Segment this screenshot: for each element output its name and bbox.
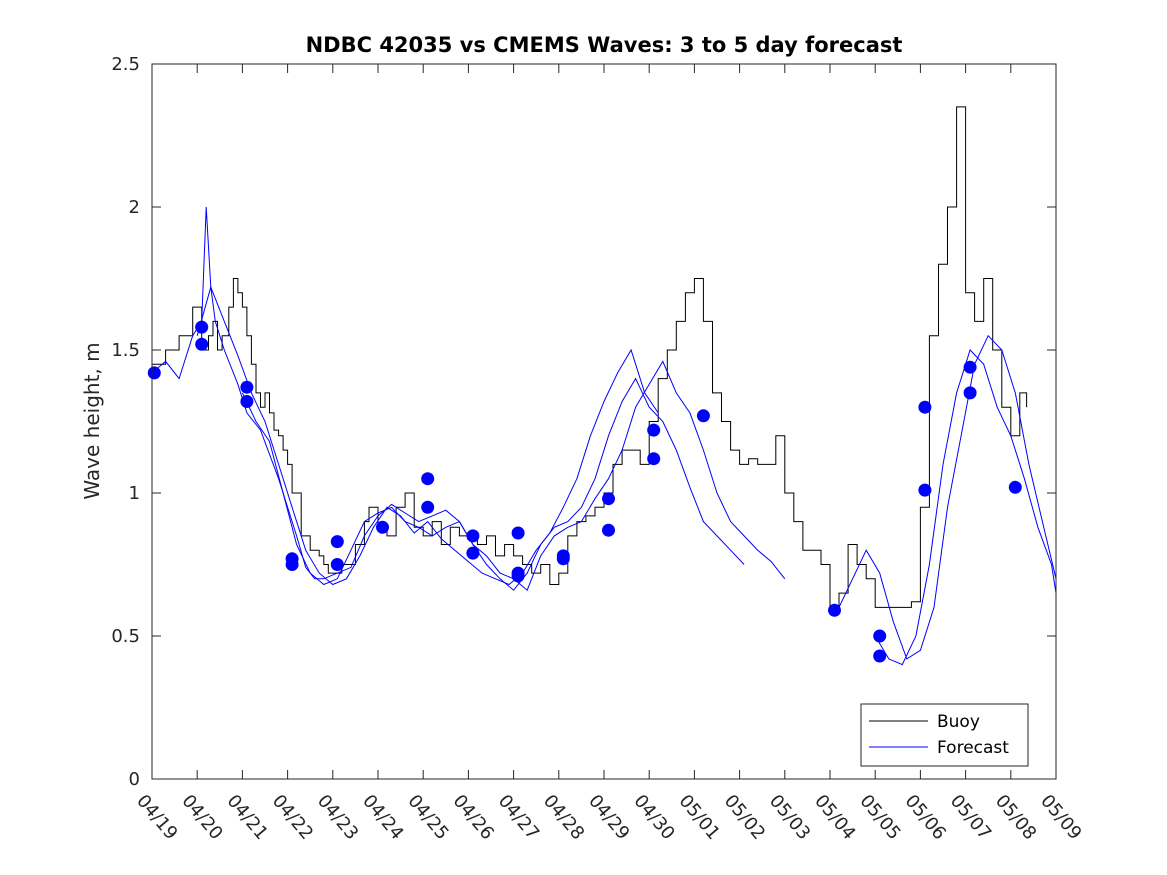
legend: Buoy Forecast [860, 703, 1029, 767]
forecast-series-line-1 [151, 206, 786, 592]
forecast-marker [873, 649, 887, 663]
forecast-marker [511, 569, 525, 583]
forecast-marker [421, 500, 435, 514]
forecast-marker [240, 380, 254, 394]
forecast-marker [647, 452, 661, 466]
forecast-marker [466, 529, 480, 543]
forecast-marker [330, 558, 344, 571]
forecast-marker [376, 520, 389, 534]
forecast-marker [195, 337, 209, 351]
forecast-series-line-2 [196, 285, 659, 586]
forecast-series-line-3 [241, 377, 745, 591]
y-tick-label: 2 [129, 197, 140, 218]
legend-buoy-label: Buoy [937, 712, 980, 732]
forecast-marker [556, 552, 570, 566]
forecast-marker [963, 386, 977, 400]
forecast-marker [421, 472, 435, 486]
y-tick-label: 0.5 [111, 626, 140, 647]
buoy-series-line [152, 106, 1028, 608]
y-tick-label: 2.5 [111, 54, 140, 75]
forecast-marker [873, 629, 887, 643]
forecast-marker [602, 523, 615, 537]
y-axis-label: Wave height, m [80, 342, 104, 499]
forecast-marker [511, 526, 525, 540]
forecast-marker [602, 492, 615, 506]
forecast-marker [696, 409, 710, 423]
y-tick-label: 1 [129, 483, 140, 504]
forecast-marker [195, 320, 209, 334]
forecast-marker [918, 400, 932, 414]
forecast-series-line-5 [874, 349, 1057, 666]
forecast-series-line-4 [838, 334, 1057, 660]
forecast-marker [1008, 480, 1022, 494]
forecast-marker [828, 603, 841, 617]
forecast-marker [466, 546, 480, 560]
legend-box [860, 703, 1029, 767]
forecast-marker [147, 366, 161, 380]
forecast-marker [285, 558, 299, 571]
forecast-marker [918, 483, 932, 497]
forecast-marker [647, 423, 661, 437]
chart-title: NDBC 42035 vs CMEMS Waves: 3 to 5 day fo… [306, 33, 903, 57]
y-tick-label: 1.5 [111, 340, 140, 361]
forecast-marker [330, 535, 344, 549]
forecast-marker [963, 360, 977, 374]
y-tick-label: 0 [129, 769, 140, 790]
forecast-marker [240, 395, 254, 408]
plot-area [147, 106, 1057, 666]
legend-forecast-label: Forecast [937, 738, 1009, 758]
y-axis: 0 0.5 1 1.5 2 2.5 [111, 54, 1056, 790]
